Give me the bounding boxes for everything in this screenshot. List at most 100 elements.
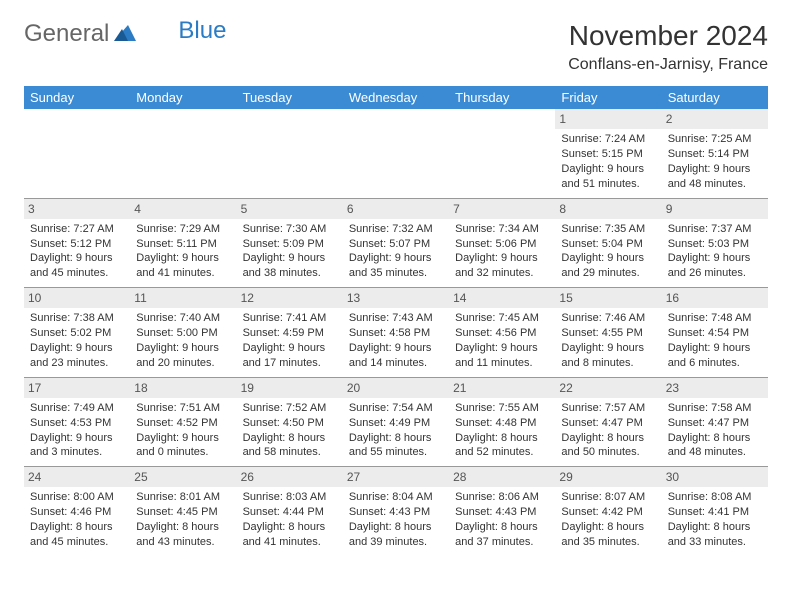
sunset-text: Sunset: 5:12 PM xyxy=(30,237,124,252)
sunset-text: Sunset: 5:14 PM xyxy=(668,147,762,162)
sunset-text: Sunset: 4:58 PM xyxy=(349,326,443,341)
day-number: 28 xyxy=(449,467,555,487)
day-cell: 26Sunrise: 8:03 AMSunset: 4:44 PMDayligh… xyxy=(237,467,343,556)
daylight-text: Daylight: 9 hours and 32 minutes. xyxy=(455,251,549,281)
day-number: 8 xyxy=(555,199,661,219)
day-number: 5 xyxy=(237,199,343,219)
day-cell: 17Sunrise: 7:49 AMSunset: 4:53 PMDayligh… xyxy=(24,378,130,467)
day-number: 26 xyxy=(237,467,343,487)
sunset-text: Sunset: 4:53 PM xyxy=(30,416,124,431)
day-cell: 23Sunrise: 7:58 AMSunset: 4:47 PMDayligh… xyxy=(662,378,768,467)
day-number: 21 xyxy=(449,378,555,398)
sunrise-text: Sunrise: 7:57 AM xyxy=(561,401,655,416)
sunset-text: Sunset: 5:06 PM xyxy=(455,237,549,252)
daylight-text: Daylight: 8 hours and 37 minutes. xyxy=(455,520,549,550)
day-cell: 12Sunrise: 7:41 AMSunset: 4:59 PMDayligh… xyxy=(237,288,343,377)
day-cell: 3Sunrise: 7:27 AMSunset: 5:12 PMDaylight… xyxy=(24,199,130,288)
day-cell: 19Sunrise: 7:52 AMSunset: 4:50 PMDayligh… xyxy=(237,378,343,467)
daylight-text: Daylight: 9 hours and 14 minutes. xyxy=(349,341,443,371)
daylight-text: Daylight: 9 hours and 11 minutes. xyxy=(455,341,549,371)
sunset-text: Sunset: 5:00 PM xyxy=(136,326,230,341)
day-number: 9 xyxy=(662,199,768,219)
daylight-text: Daylight: 9 hours and 17 minutes. xyxy=(243,341,337,371)
day-number: 22 xyxy=(555,378,661,398)
day-number: 18 xyxy=(130,378,236,398)
day-cell: 10Sunrise: 7:38 AMSunset: 5:02 PMDayligh… xyxy=(24,288,130,377)
sunrise-text: Sunrise: 7:38 AM xyxy=(30,311,124,326)
day-cell: 25Sunrise: 8:01 AMSunset: 4:45 PMDayligh… xyxy=(130,467,236,556)
daylight-text: Daylight: 9 hours and 3 minutes. xyxy=(30,431,124,461)
sunrise-text: Sunrise: 8:03 AM xyxy=(243,490,337,505)
sunset-text: Sunset: 4:46 PM xyxy=(30,505,124,520)
sunrise-text: Sunrise: 7:48 AM xyxy=(668,311,762,326)
daylight-text: Daylight: 9 hours and 41 minutes. xyxy=(136,251,230,281)
sunrise-text: Sunrise: 7:54 AM xyxy=(349,401,443,416)
day-cell: 22Sunrise: 7:57 AMSunset: 4:47 PMDayligh… xyxy=(555,378,661,467)
sunset-text: Sunset: 5:03 PM xyxy=(668,237,762,252)
calendar-week-row: 17Sunrise: 7:49 AMSunset: 4:53 PMDayligh… xyxy=(24,378,768,467)
daylight-text: Daylight: 9 hours and 6 minutes. xyxy=(668,341,762,371)
day-number: 14 xyxy=(449,288,555,308)
weekday-friday: Friday xyxy=(555,86,661,109)
sunrise-text: Sunrise: 8:07 AM xyxy=(561,490,655,505)
logo-triangle-icon xyxy=(114,20,136,48)
day-number: 7 xyxy=(449,199,555,219)
daylight-text: Daylight: 9 hours and 51 minutes. xyxy=(561,162,655,192)
day-cell: 30Sunrise: 8:08 AMSunset: 4:41 PMDayligh… xyxy=(662,467,768,556)
daylight-text: Daylight: 9 hours and 45 minutes. xyxy=(30,251,124,281)
day-number: 20 xyxy=(343,378,449,398)
day-number: 19 xyxy=(237,378,343,398)
sunset-text: Sunset: 4:56 PM xyxy=(455,326,549,341)
day-cell: 14 Sunrise: 7:45 AMSunset: 4:56 PMDayligh… xyxy=(449,288,555,377)
day-cell xyxy=(237,109,343,198)
sunrise-text: Sunrise: 7:34 AM xyxy=(455,222,549,237)
logo: General Blue xyxy=(24,20,226,48)
sunrise-text: Sunrise: 7:43 AM xyxy=(349,311,443,326)
sunset-text: Sunset: 5:09 PM xyxy=(243,237,337,252)
day-number: 25 xyxy=(130,467,236,487)
daylight-text: Daylight: 9 hours and 23 minutes. xyxy=(30,341,124,371)
sunset-text: Sunset: 4:43 PM xyxy=(455,505,549,520)
day-cell: 21Sunrise: 7:55 AMSunset: 4:48 PMDayligh… xyxy=(449,378,555,467)
day-cell: 15Sunrise: 7:46 AMSunset: 4:55 PMDayligh… xyxy=(555,288,661,377)
day-number: 12 xyxy=(237,288,343,308)
sunrise-text: Sunrise: 7:29 AM xyxy=(136,222,230,237)
sunrise-text: Sunrise: 7:46 AM xyxy=(561,311,655,326)
sunset-text: Sunset: 4:45 PM xyxy=(136,505,230,520)
day-cell xyxy=(449,109,555,198)
day-cell: 8Sunrise: 7:35 AMSunset: 5:04 PMDaylight… xyxy=(555,199,661,288)
day-cell: 29Sunrise: 8:07 AMSunset: 4:42 PMDayligh… xyxy=(555,467,661,556)
daylight-text: Daylight: 9 hours and 48 minutes. xyxy=(668,162,762,192)
header: General Blue November 2024 Conflans-en-J… xyxy=(24,20,768,74)
day-cell: 6Sunrise: 7:32 AMSunset: 5:07 PMDaylight… xyxy=(343,199,449,288)
sunrise-text: Sunrise: 7:37 AM xyxy=(668,222,762,237)
sunset-text: Sunset: 4:50 PM xyxy=(243,416,337,431)
sunrise-text: Sunrise: 7:32 AM xyxy=(349,222,443,237)
day-cell xyxy=(130,109,236,198)
day-number: 11 xyxy=(130,288,236,308)
weekday-sunday: Sunday xyxy=(24,86,130,109)
day-cell: 2Sunrise: 7:25 AMSunset: 5:14 PMDaylight… xyxy=(662,109,768,198)
daylight-text: Daylight: 9 hours and 26 minutes. xyxy=(668,251,762,281)
day-number: 10 xyxy=(24,288,130,308)
daylight-text: Daylight: 8 hours and 48 minutes. xyxy=(668,431,762,461)
sunrise-text: Sunrise: 7:51 AM xyxy=(136,401,230,416)
day-cell xyxy=(24,109,130,198)
daylight-text: Daylight: 9 hours and 0 minutes. xyxy=(136,431,230,461)
sunset-text: Sunset: 4:48 PM xyxy=(455,416,549,431)
sunset-text: Sunset: 4:49 PM xyxy=(349,416,443,431)
weekday-thursday: Thursday xyxy=(449,86,555,109)
location: Conflans-en-Jarnisy, France xyxy=(568,56,768,74)
sunset-text: Sunset: 4:52 PM xyxy=(136,416,230,431)
daylight-text: Daylight: 8 hours and 58 minutes. xyxy=(243,431,337,461)
day-cell: 24Sunrise: 8:00 AMSunset: 4:46 PMDayligh… xyxy=(24,467,130,556)
sunrise-text: Sunrise: 8:00 AM xyxy=(30,490,124,505)
sunrise-text: Sunrise: 7:24 AM xyxy=(561,132,655,147)
sunset-text: Sunset: 4:42 PM xyxy=(561,505,655,520)
weekday-header-row: Sunday Monday Tuesday Wednesday Thursday… xyxy=(24,86,768,109)
sunrise-text: Sunrise: 7:41 AM xyxy=(243,311,337,326)
daylight-text: Daylight: 8 hours and 41 minutes. xyxy=(243,520,337,550)
sunrise-text: Sunrise: 7:45 AM xyxy=(455,311,549,326)
weekday-monday: Monday xyxy=(130,86,236,109)
day-number: 16 xyxy=(662,288,768,308)
